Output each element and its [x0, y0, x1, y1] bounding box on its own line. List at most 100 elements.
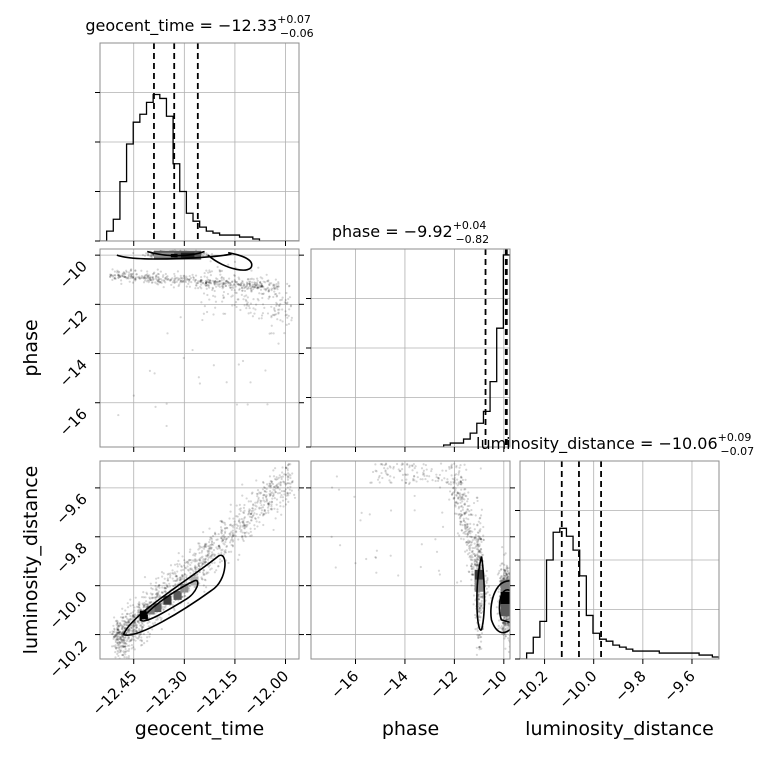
- sample-point: [150, 255, 153, 258]
- sample-point: [499, 575, 503, 578]
- sample-point: [477, 593, 480, 596]
- sample-point: [242, 524, 245, 527]
- sample-point: [150, 279, 153, 282]
- sample-point: [222, 536, 226, 539]
- sample-point: [252, 297, 255, 301]
- sample-point: [155, 593, 158, 596]
- sample-point: [124, 272, 127, 275]
- sample-point: [135, 273, 138, 276]
- sample-point: [122, 636, 125, 639]
- sample-point: [426, 480, 429, 483]
- sample-point: [435, 475, 438, 479]
- histogram-luminosity_distance: [520, 461, 719, 659]
- sample-point: [286, 492, 290, 495]
- sample-point: [279, 501, 282, 504]
- sample-point: [464, 488, 467, 491]
- sample-point: [217, 284, 220, 287]
- sample-point: [260, 284, 263, 287]
- sample-point: [501, 621, 504, 624]
- sample-point: [135, 626, 139, 629]
- sample-point: [162, 274, 165, 277]
- sample-point: [147, 631, 150, 634]
- sample-point: [480, 567, 483, 570]
- sample-point: [173, 281, 176, 284]
- sample-point: [141, 621, 144, 624]
- sample-point: [208, 545, 211, 548]
- sample-point: [194, 564, 197, 567]
- sample-point: [128, 612, 131, 616]
- sample-point: [203, 545, 206, 548]
- sample-point: [458, 512, 461, 516]
- sample-point: [473, 536, 477, 539]
- sample-point: [212, 364, 215, 367]
- sample-point: [450, 464, 453, 468]
- sample-point: [157, 278, 161, 281]
- sample-point: [279, 505, 282, 508]
- sample-point: [205, 586, 208, 589]
- sample-point: [241, 289, 244, 292]
- contour-inner: [139, 579, 199, 622]
- sample-point: [111, 633, 114, 636]
- sample-point: [117, 624, 120, 627]
- sample-point: [288, 482, 291, 485]
- sample-point: [119, 630, 122, 633]
- sample-point: [117, 628, 120, 631]
- sample-point: [473, 613, 477, 617]
- sample-point: [470, 508, 473, 512]
- sample-point: [451, 493, 454, 496]
- sample-point: [261, 292, 264, 296]
- sample-point: [467, 539, 470, 542]
- sample-point: [172, 579, 175, 583]
- sample-point: [114, 634, 117, 638]
- sample-point: [260, 284, 263, 287]
- sample-point: [154, 596, 157, 600]
- sample-point: [194, 274, 198, 277]
- sample-point: [449, 481, 452, 484]
- sample-point: [159, 280, 162, 284]
- sample-point: [475, 537, 478, 540]
- sample-point: [114, 646, 117, 650]
- sample-point: [153, 271, 156, 274]
- sample-point: [255, 284, 258, 287]
- sample-point: [239, 283, 242, 286]
- sample-point: [462, 519, 465, 523]
- sample-point: [503, 625, 506, 628]
- sample-point: [289, 485, 292, 488]
- sample-point: [218, 544, 221, 547]
- sample-point: [132, 251, 135, 255]
- sample-point: [231, 304, 234, 307]
- sample-point: [243, 524, 246, 528]
- sample-point: [464, 532, 467, 536]
- sample-point: [238, 287, 241, 290]
- sample-point: [210, 541, 214, 544]
- sample-point: [450, 493, 454, 496]
- sample-point: [143, 275, 146, 278]
- sample-point: [258, 292, 261, 295]
- sample-point: [159, 277, 162, 281]
- sample-point: [461, 523, 464, 527]
- sample-point: [194, 278, 197, 281]
- sample-point: [172, 607, 176, 610]
- sample-point: [286, 482, 289, 485]
- sample-point: [117, 638, 120, 641]
- sample-point: [185, 277, 188, 280]
- sample-point: [386, 473, 389, 476]
- sample-point: [467, 518, 470, 521]
- sample-point: [169, 278, 173, 281]
- sample-point: [142, 596, 145, 599]
- sample-point: [124, 636, 127, 639]
- sample-point: [230, 530, 233, 533]
- sample-point: [180, 574, 184, 577]
- sample-point: [115, 638, 118, 641]
- sample-point: [466, 542, 470, 545]
- sample-point: [239, 524, 242, 527]
- sample-point: [153, 621, 157, 624]
- sample-point: [125, 615, 128, 618]
- sample-point: [469, 554, 472, 558]
- sample-point: [469, 526, 472, 530]
- sample-point: [216, 547, 219, 550]
- sample-point: [150, 281, 154, 284]
- sample-point: [231, 534, 235, 538]
- sample-point: [407, 482, 411, 486]
- sample-point: [201, 281, 205, 284]
